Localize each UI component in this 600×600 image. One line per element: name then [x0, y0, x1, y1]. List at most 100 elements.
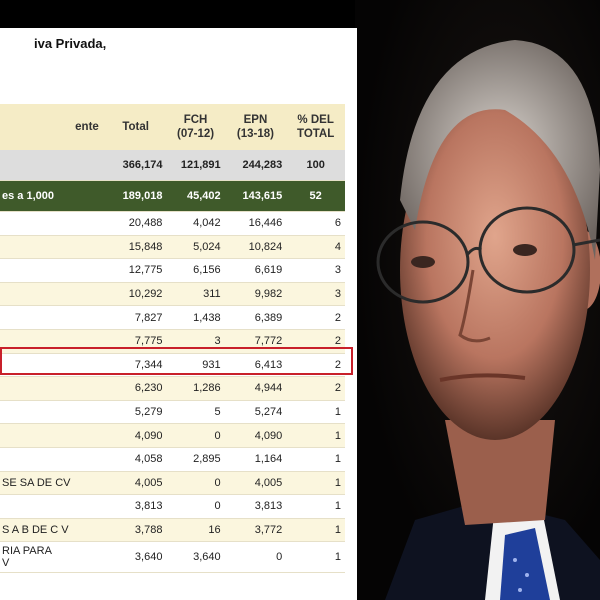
table-cell: 5,279: [104, 400, 167, 425]
table-cell: 366,174: [104, 150, 167, 181]
table-cell: S A B DE C V: [0, 518, 105, 543]
table-cell: [0, 235, 105, 260]
table-cell: 45,402: [166, 180, 225, 212]
total-row: 366,174 121,891 244,283 100: [0, 150, 345, 181]
table-cell: 1: [286, 471, 345, 496]
table-cell: 189,018: [104, 180, 167, 212]
table-cell: [0, 423, 105, 448]
table-cell: 6: [286, 211, 345, 236]
table-cell: 7,344: [104, 353, 167, 378]
table-cell: 1: [286, 541, 345, 574]
man-portrait-icon: [376, 40, 600, 600]
table-row: 12,775 6,156 6,619 3: [0, 258, 345, 283]
table-cell: 1: [286, 518, 345, 543]
table-cell: [0, 400, 105, 425]
table-cell: 1: [286, 400, 345, 425]
column-header: FCH (07-12): [166, 104, 225, 150]
table-row: 4,090 0 4,090 1: [0, 423, 345, 448]
table-cell: 5,274: [224, 400, 287, 425]
table-cell: 5: [166, 400, 225, 425]
data-table: ente Total FCH (07-12) EPN (13-18)% DEL TOTAL …: [0, 104, 345, 574]
table-header-row: ente Total FCH (07-12) EPN (13-18)% DEL TOTAL: [0, 104, 345, 150]
table-row: 3,813 0 3,813 1: [0, 494, 345, 519]
table-row: 10,292 311 9,982 3: [0, 282, 345, 307]
table-cell: 2,895: [166, 447, 225, 472]
table-cell: 2: [286, 305, 345, 330]
table-row: 4,058 2,895 1,164 1: [0, 447, 345, 472]
table-cell: 3,813: [224, 494, 287, 519]
table-cell: 16: [166, 518, 225, 543]
table-cell: es a 1,000: [0, 180, 105, 212]
doc-title: iva Privada,: [34, 36, 107, 51]
table-row: 5,279 5 5,274 1: [0, 400, 345, 425]
table-cell: 5,024: [166, 235, 225, 260]
table-cell: 7,827: [104, 305, 167, 330]
table-cell: 244,283: [224, 150, 287, 181]
table-cell: [0, 494, 105, 519]
table-cell: 3,640: [104, 541, 167, 574]
table-cell: 143,615: [224, 180, 287, 212]
table-cell: 20,488: [104, 211, 167, 236]
portrait-photo: [355, 0, 600, 600]
table-cell: 4,944: [224, 376, 287, 401]
table-row: 6,230 1,286 4,944 2: [0, 376, 345, 401]
document-table-image: iva Privada, ente Total FCH (07-12) EPN (13-1…: [0, 28, 357, 600]
table-cell: [0, 211, 105, 236]
table-cell: 0: [166, 471, 225, 496]
table-cell: 4,090: [224, 423, 287, 448]
table-cell: 3: [286, 258, 345, 283]
table-cell: 9,982: [224, 282, 287, 307]
table-cell: SE SA DE CV: [0, 471, 105, 496]
table-cell: 12,775: [104, 258, 167, 283]
table-cell: 16,446: [224, 211, 287, 236]
column-header: EPN (13-18): [224, 104, 287, 150]
table-cell: 3,640: [166, 541, 225, 574]
table-cell: 100: [286, 150, 345, 181]
table-cell: [0, 282, 105, 307]
table-cell: [0, 305, 105, 330]
table-cell: 0: [166, 423, 225, 448]
table-cell: 4,058: [104, 447, 167, 472]
table-cell: 3,772: [224, 518, 287, 543]
table-cell: 1,164: [224, 447, 287, 472]
table-cell: [0, 447, 105, 472]
table-cell: 6,230: [104, 376, 167, 401]
table-cell: 1: [286, 494, 345, 519]
table-row: 20,488 4,042 16,446 6: [0, 211, 345, 236]
table-cell: 4,005: [104, 471, 167, 496]
table-cell: 3: [286, 282, 345, 307]
table-cell: [0, 258, 105, 283]
table-cell: 52: [286, 180, 345, 212]
table-cell: 6,389: [224, 305, 287, 330]
table-cell: 0: [224, 541, 287, 574]
table-row: 15,848 5,024 10,824 4: [0, 235, 345, 260]
table-cell: 1: [286, 423, 345, 448]
table-cell: [0, 150, 105, 181]
table-cell: 1,438: [166, 305, 225, 330]
table-cell: 4: [286, 235, 345, 260]
group-row: es a 1,000 189,018 45,402 143,615 52: [0, 180, 345, 212]
table-cell: 4,042: [166, 211, 225, 236]
table-cell: 3,788: [104, 518, 167, 543]
table-row: 7,827 1,438 6,389 2: [0, 305, 345, 330]
table-cell: 1,286: [166, 376, 225, 401]
table-cell: 311: [166, 282, 225, 307]
table-cell: 3,813: [104, 494, 167, 519]
table-cell: [0, 376, 105, 401]
table-cell: 0: [166, 494, 225, 519]
table-cell: 6,619: [224, 258, 287, 283]
table-cell: 1: [286, 447, 345, 472]
column-header: % DEL TOTAL: [286, 104, 345, 150]
table-cell: RIA PARA V: [0, 541, 105, 574]
column-header: ente: [0, 104, 105, 150]
table-cell: 10,292: [104, 282, 167, 307]
table-cell: 121,891: [166, 150, 225, 181]
table-row: S A B DE C V 3,788 16 3,772 1: [0, 518, 345, 543]
table-cell: 15,848: [104, 235, 167, 260]
table-cell: 4,090: [104, 423, 167, 448]
table-row: SE SA DE CV 4,005 0 4,005 1: [0, 471, 345, 496]
table-cell: 2: [286, 376, 345, 401]
highlight-box: [0, 347, 353, 375]
table-cell: 6,156: [166, 258, 225, 283]
table-row: RIA PARA V 3,640 3,640 0 1: [0, 541, 345, 574]
